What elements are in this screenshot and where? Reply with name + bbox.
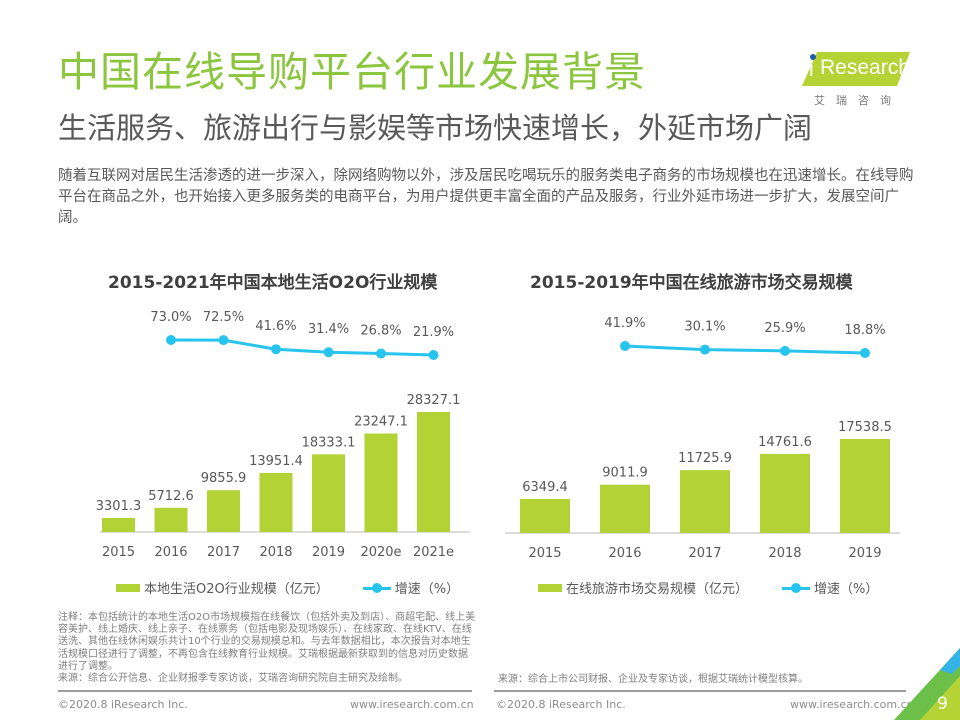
x-tick-label: 2017 (688, 546, 721, 561)
x-tick-label: 2018 (259, 545, 292, 560)
bar (154, 507, 188, 532)
footer-divider-right (494, 690, 906, 692)
bar (680, 470, 730, 533)
footer-divider-left (58, 690, 472, 692)
x-tick-label: 2018 (768, 546, 801, 561)
page-subtitle: 生活服务、旅游出行与影娱等市场快速增长，外延市场广阔 (58, 111, 813, 145)
bar (760, 453, 810, 533)
bar-value-label: 23247.1 (354, 415, 408, 430)
footer-url-right[interactable]: www.iresearch.com.cn (790, 698, 914, 711)
x-tick-label: 2015 (102, 545, 135, 560)
growth-point (166, 335, 176, 345)
x-tick-label: 2016 (608, 546, 641, 561)
growth-label: 18.8% (844, 323, 885, 338)
x-tick-label: 2019 (312, 545, 345, 560)
bar (600, 484, 650, 533)
legend-line-label: 增速（%） (394, 582, 460, 597)
bar-value-label: 9855.9 (201, 471, 247, 486)
bar-value-label: 5712.6 (148, 489, 194, 504)
chart1-notes: 注释：本包括统计的本地生活O2O市场规模指在线餐饮（包括外卖及到店）、商超宅配、… (58, 612, 476, 685)
bar (102, 518, 135, 532)
chart1-legend: 本地生活O2O行业规模（亿元） 增速（%） (116, 578, 459, 597)
growth-line (170, 338, 434, 357)
bar (312, 454, 345, 532)
growth-point (271, 344, 281, 355)
iresearch-logo: i Research 艾瑞咨询 (790, 52, 910, 112)
legend-bar-label: 在线旅游市场交易规模（亿元） (566, 582, 749, 597)
growth-line (624, 344, 866, 355)
chart2-title: 2015-2019年中国在线旅游市场交易规模 (530, 273, 853, 293)
growth-label: 31.4% (308, 322, 349, 337)
growth-point (218, 335, 229, 346)
bar (520, 498, 570, 533)
footer-copyright-right: ©2020.8 iResearch Inc. (496, 698, 626, 711)
corner-decoration (894, 648, 960, 720)
logo-prefix: i (809, 58, 814, 81)
bar (417, 412, 450, 532)
growth-point (860, 348, 870, 358)
bar-value-label: 6349.4 (522, 480, 568, 495)
growth-point (323, 347, 334, 358)
growth-label: 41.9% (604, 316, 645, 331)
bar (840, 439, 890, 533)
bar (364, 433, 398, 532)
chart1-title: 2015-2021年中国本地生活O2O行业规模 (108, 273, 438, 293)
legend-line-marker-icon (362, 582, 391, 593)
growth-label: 21.9% (413, 325, 454, 340)
growth-label: 30.1% (684, 320, 725, 335)
x-tick-label: 2016 (154, 545, 187, 560)
growth-point (700, 344, 710, 355)
page-title: 中国在线导购平台行业发展背景 (58, 48, 646, 96)
bar-value-label: 13951.4 (249, 454, 303, 469)
page-number: 9 (937, 694, 948, 714)
growth-point (376, 348, 386, 359)
bar-value-label: 14761.6 (758, 435, 812, 450)
bar (259, 472, 293, 532)
growth-label: 26.8% (360, 324, 401, 339)
intro-paragraph: 随着互联网对居民生活渗透的进一步深入，除网络购物以外，涉及居民吃喝玩乐的服务类电… (58, 168, 914, 226)
legend-bar-label: 本地生活O2O行业规模（亿元） (144, 582, 329, 597)
x-tick-label: 2019 (848, 546, 881, 561)
x-tick-label: 2020e (360, 545, 401, 560)
legend-line-label: 增速（%） (814, 582, 879, 597)
footer-url-left[interactable]: www.iresearch.com.cn (350, 698, 474, 711)
logo-dot-icon (810, 54, 816, 60)
legend-bar-swatch (538, 583, 562, 592)
chart2-source: 来源：综合上市公司财报、企业及专家访谈，根据艾瑞统计模型核算。 (498, 674, 808, 685)
bar-value-label: 11725.9 (678, 451, 732, 466)
chart2-legend: 在线旅游市场交易规模（亿元） 增速（%） (538, 578, 878, 597)
growth-point (780, 345, 790, 356)
footer-copyright-left: ©2020.8 iResearch Inc. (58, 698, 188, 711)
bar (207, 490, 240, 532)
growth-label: 72.5% (203, 310, 244, 325)
growth-label: 25.9% (764, 321, 805, 336)
chart1-note-text: 注释：本包括统计的本地生活O2O市场规模指在线餐饮（包括外卖及到店）、商超宅配、… (58, 612, 476, 672)
legend-line-marker-icon (782, 582, 811, 593)
x-tick-label: 2021e (413, 545, 454, 560)
chart1-source: 来源：综合公开信息、企业财报季专家访谈，艾瑞咨询研究院自主研究及绘制。 (58, 673, 408, 685)
bar-value-label: 3301.3 (96, 499, 142, 514)
x-tick-label: 2015 (528, 546, 561, 561)
growth-point (428, 350, 439, 360)
bar-value-label: 28327.1 (407, 393, 461, 408)
bar-value-label: 17538.5 (838, 420, 892, 435)
bar-value-label: 9011.9 (602, 466, 648, 481)
growth-label: 41.6% (255, 319, 296, 334)
bar-value-label: 18333.1 (302, 435, 356, 450)
x-tick-label: 2017 (207, 545, 240, 560)
growth-label: 73.0% (150, 310, 191, 325)
logo-brand: Research (820, 56, 910, 79)
logo-band (802, 52, 910, 86)
logo-cn-name: 艾瑞咨询 (814, 94, 902, 107)
legend-bar-swatch (116, 583, 140, 592)
growth-point (620, 341, 630, 351)
